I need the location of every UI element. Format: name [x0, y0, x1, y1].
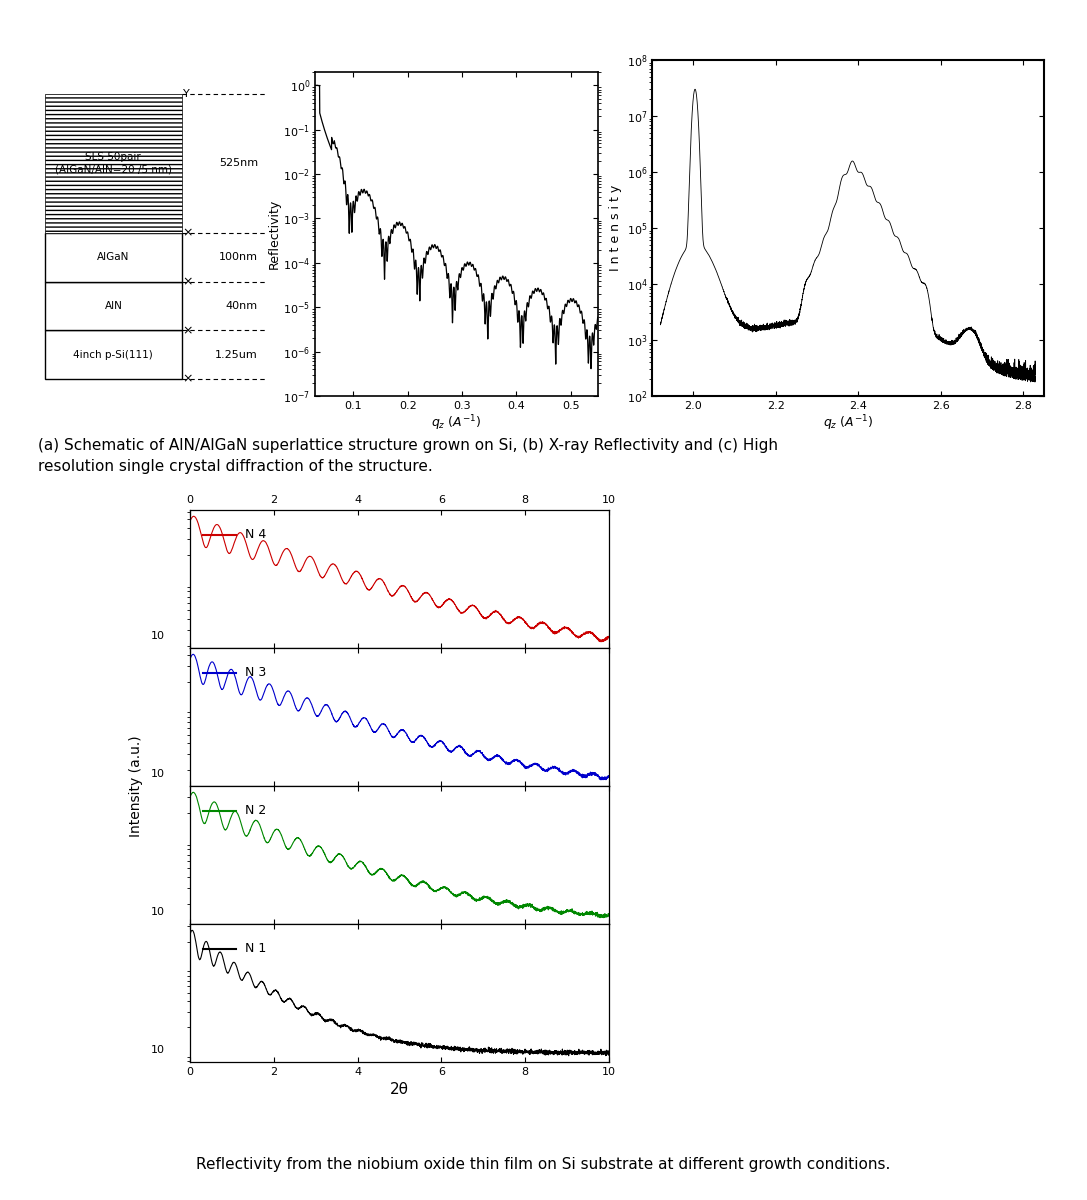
Text: 10: 10 — [151, 1045, 165, 1055]
Text: AlGaN: AlGaN — [97, 252, 129, 263]
Text: N 4: N 4 — [245, 528, 266, 541]
Text: ×: × — [183, 324, 193, 337]
Bar — [46, 233, 182, 282]
Text: 40nm: 40nm — [226, 301, 258, 311]
Bar — [46, 282, 182, 330]
X-axis label: 2θ: 2θ — [390, 1082, 409, 1098]
Text: 10: 10 — [151, 907, 165, 917]
Text: AlN: AlN — [104, 301, 123, 311]
Text: N 1: N 1 — [245, 942, 266, 955]
Text: N 2: N 2 — [245, 804, 266, 817]
Text: N 3: N 3 — [245, 666, 266, 679]
X-axis label: $q_z\ (A^{-1})$: $q_z\ (A^{-1})$ — [823, 414, 873, 433]
Text: ×: × — [183, 227, 193, 240]
Text: Intensity (a.u.): Intensity (a.u.) — [129, 736, 142, 836]
Text: ×: × — [183, 373, 193, 385]
Text: 4inch p-Si(111): 4inch p-Si(111) — [74, 350, 153, 360]
Text: 10: 10 — [151, 769, 165, 779]
Bar — [46, 330, 182, 379]
Text: (a) Schematic of AlN/AlGaN superlattice structure grown on Si, (b) X-ray Reflect: (a) Schematic of AlN/AlGaN superlattice … — [38, 438, 778, 474]
Text: ×: × — [183, 275, 193, 288]
Y-axis label: Reflectivity: Reflectivity — [267, 199, 280, 269]
X-axis label: $q_z\ (A^{-1})$: $q_z\ (A^{-1})$ — [432, 414, 482, 433]
Y-axis label: I n t e n s i t y: I n t e n s i t y — [610, 185, 623, 271]
Text: SLS 50pair
(AlGaN/AlN=20 /5 nm): SLS 50pair (AlGaN/AlN=20 /5 nm) — [54, 152, 172, 174]
Text: 100nm: 100nm — [220, 252, 258, 263]
Bar — [46, 94, 182, 233]
Text: 525nm: 525nm — [218, 158, 258, 168]
Text: 1.25um: 1.25um — [215, 350, 258, 360]
Text: 10: 10 — [151, 631, 165, 641]
Text: Reflectivity from the niobium oxide thin film on Si substrate at different growt: Reflectivity from the niobium oxide thin… — [197, 1157, 890, 1171]
Text: Y: Y — [183, 89, 189, 98]
